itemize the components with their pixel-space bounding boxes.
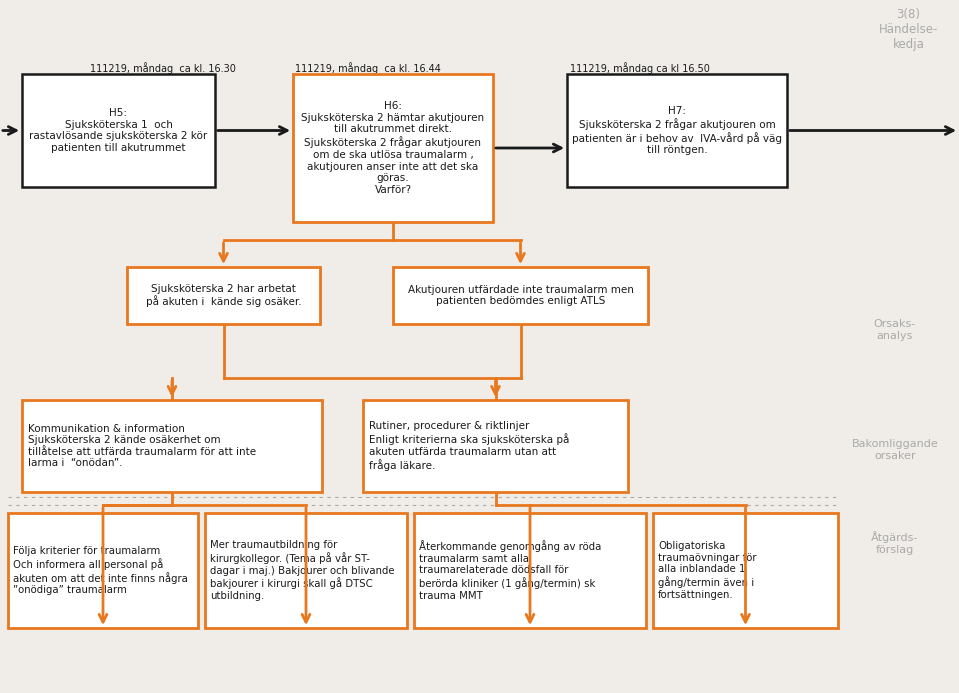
FancyBboxPatch shape <box>205 513 407 628</box>
FancyBboxPatch shape <box>653 513 838 628</box>
Text: 111219, måndag ca kl 16.50: 111219, måndag ca kl 16.50 <box>570 62 710 74</box>
Text: 111219, måndag  ca kl. 16.44: 111219, måndag ca kl. 16.44 <box>295 62 441 74</box>
FancyBboxPatch shape <box>363 400 628 492</box>
Text: H7:
Sjuksköterska 2 frågar akutjouren om
patienten är i behov av  IVA-vård på vä: H7: Sjuksköterska 2 frågar akutjouren om… <box>572 106 782 155</box>
FancyBboxPatch shape <box>567 74 787 187</box>
Text: Sjuksköterska 2 har arbetat
på akuten i  kände sig osäker.: Sjuksköterska 2 har arbetat på akuten i … <box>146 283 301 308</box>
Text: 111219, måndag  ca kl. 16.30: 111219, måndag ca kl. 16.30 <box>90 62 236 74</box>
Text: 3(8)
Händelse-
kedja: 3(8) Händelse- kedja <box>878 8 938 51</box>
FancyBboxPatch shape <box>393 267 648 324</box>
FancyBboxPatch shape <box>8 513 198 628</box>
Text: H5:
Sjuksköterska 1  och
rastavlösande sjuksköterska 2 kör
patienten till akutru: H5: Sjuksköterska 1 och rastavlösande sj… <box>30 108 208 153</box>
FancyBboxPatch shape <box>414 513 646 628</box>
Text: Återkommande genomgång av röda
traumalarm samt alla
traumarelaterade dödsfall fö: Återkommande genomgång av röda traumalar… <box>419 541 601 601</box>
Text: H6:
Sjuksköterska 2 hämtar akutjouren
till akutrummet direkt.
Sjuksköterska 2 fr: H6: Sjuksköterska 2 hämtar akutjouren ti… <box>301 101 484 195</box>
Text: Mer traumautbildning för
kirurgkollegor. (Tema på vår ST-
dagar i maj.) Bakjoure: Mer traumautbildning för kirurgkollegor.… <box>210 540 394 601</box>
Text: Följa kriterier för traumalarm
Och informera all personal på
akuten om att det i: Följa kriterier för traumalarm Och infor… <box>13 546 188 595</box>
FancyBboxPatch shape <box>22 400 322 492</box>
Text: Akutjouren utfärdade inte traumalarm men
patienten bedömdes enligt ATLS: Akutjouren utfärdade inte traumalarm men… <box>408 285 634 306</box>
FancyBboxPatch shape <box>22 74 215 187</box>
FancyBboxPatch shape <box>293 74 493 222</box>
Text: Åtgärds-
förslag: Åtgärds- förslag <box>872 532 919 555</box>
Text: Kommunikation & information
Sjuksköterska 2 kände osäkerhet om
tillåtelse att ut: Kommunikation & information Sjukskötersk… <box>28 423 256 468</box>
FancyBboxPatch shape <box>127 267 320 324</box>
Text: Obligatoriska
traumaövningar för
alla inblandade 1
gång/termin även i
fortsättni: Obligatoriska traumaövningar för alla in… <box>658 541 757 600</box>
Text: Bakomliggande
orsaker: Bakomliggande orsaker <box>852 439 938 461</box>
Text: Orsaks-
analys: Orsaks- analys <box>874 319 916 341</box>
Text: Rutiner, procedurer & riktlinjer
Enligt kriterierna ska sjuksköterska på
akuten : Rutiner, procedurer & riktlinjer Enligt … <box>369 421 570 471</box>
